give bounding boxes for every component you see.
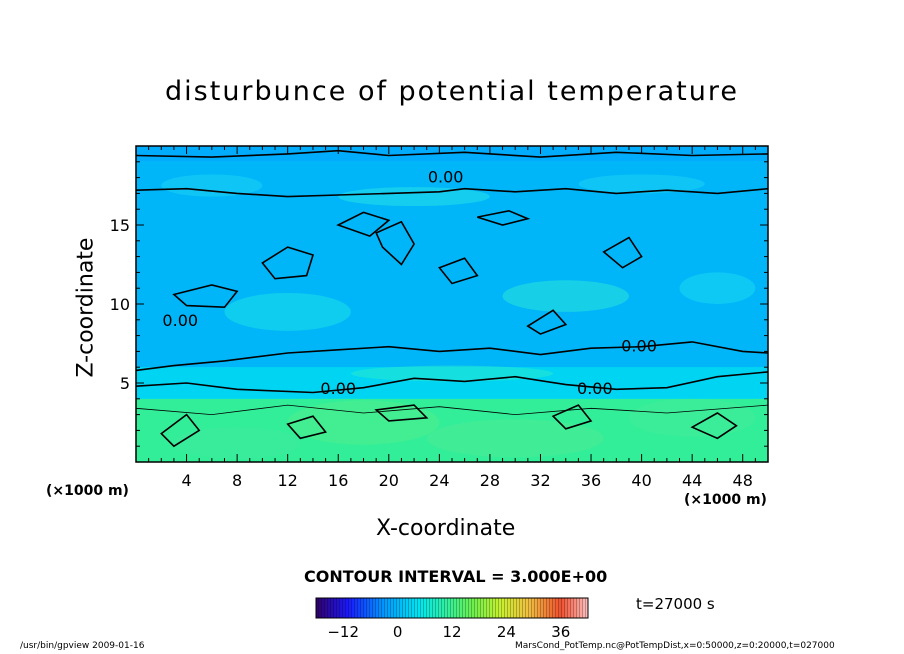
contour-label: 0.00 (162, 311, 198, 330)
contour-line (438, 257, 479, 285)
time-label: t=27000 s (636, 595, 715, 613)
chart-title: disturbunce of potential temperature (165, 76, 739, 107)
contour-label: 0.00 (577, 379, 613, 398)
colorbar-ticks: −12 0 12 24 36 (327, 623, 570, 641)
footer-right: MarsCond_PotTemp.nc@PotTempDist,x=0:5000… (515, 641, 835, 651)
heat-patch (426, 419, 604, 458)
x-tick-label: 44 (682, 471, 702, 490)
y-axis-label: Z-coordinate (73, 237, 99, 378)
colorbar-stripes (316, 598, 588, 618)
heat-band (136, 161, 768, 368)
contour-line (135, 371, 769, 394)
contour-line (374, 404, 429, 422)
colorbar: −12 0 12 24 36 (315, 597, 589, 641)
heat-band (136, 146, 768, 162)
colorbar-tick-label: 12 (442, 623, 461, 641)
colorbar-tick-label: 36 (551, 623, 570, 641)
colorbar-tick-label: 0 (393, 623, 403, 641)
x-tick-label: 24 (429, 471, 449, 490)
contour-line (551, 404, 593, 430)
contour-line (135, 341, 769, 372)
x-tick-label: 32 (530, 471, 550, 490)
contour-line (336, 211, 391, 238)
x-tick-label: 36 (581, 471, 601, 490)
heat-patch (161, 174, 263, 197)
contour-line (477, 209, 531, 226)
x-tick-label: 20 (379, 471, 399, 490)
contour-line (172, 284, 239, 309)
x-tick-label: 40 (631, 471, 651, 490)
contour-line (602, 236, 643, 269)
x-axis-ticks: 4 8 12 16 20 24 28 32 36 40 44 48 (148, 146, 756, 490)
heat-band (136, 367, 768, 399)
heat-patch (350, 365, 554, 382)
heat-patch (578, 174, 705, 194)
contour-line (135, 404, 769, 416)
contour-label: 0.00 (320, 379, 356, 398)
x-tick-label: 4 (181, 471, 191, 490)
contour-line (160, 413, 201, 448)
heat-patch (224, 292, 351, 331)
heat-patch (628, 398, 756, 437)
contour-line (135, 187, 769, 198)
y-tick-label: 5 (120, 374, 130, 393)
heat-patch (173, 427, 301, 459)
y-tick-label: 15 (110, 216, 130, 235)
x-tick-label: 28 (480, 471, 500, 490)
contour-interval-label: CONTOUR INTERVAL = 3.000E+00 (304, 567, 608, 586)
x-unit-left: (×1000 m) (46, 483, 129, 499)
x-tick-label: 48 (733, 471, 753, 490)
x-tick-label: 12 (278, 471, 298, 490)
heat-bands (136, 146, 768, 462)
contour-line (286, 415, 328, 440)
x-axis-label: X-coordinate (376, 516, 516, 541)
colorbar-tick-label: −12 (327, 623, 359, 641)
heat-patch (679, 272, 756, 305)
heat-patch (338, 187, 490, 207)
x-unit-right: (×1000 m) (684, 492, 767, 508)
contour-line (135, 149, 769, 158)
heat-patch (287, 400, 440, 445)
contour-labels: 0.00 0.00 0.00 0.00 0.00 (162, 167, 656, 398)
colorbar-tick-label: 24 (497, 623, 516, 641)
plot-area (135, 145, 769, 463)
y-tick-label: 10 (110, 295, 130, 314)
footer-left: /usr/bin/gpview 2009-01-16 (20, 641, 145, 651)
contour-label: 0.00 (621, 336, 657, 355)
x-tick-label: 16 (328, 471, 348, 490)
contour-lines (135, 149, 769, 448)
contour-label: 0.00 (428, 167, 464, 186)
colorbar-frame (315, 597, 589, 619)
heat-band (136, 398, 768, 462)
contour-line (375, 220, 416, 266)
heat-patch (502, 280, 629, 312)
heat-blobs (161, 174, 756, 459)
contour-line (690, 412, 738, 440)
contour-line (526, 309, 568, 335)
y-axis-ticks: 5 10 15 (110, 161, 768, 447)
x-tick-label: 8 (232, 471, 242, 490)
contour-line (261, 246, 315, 280)
